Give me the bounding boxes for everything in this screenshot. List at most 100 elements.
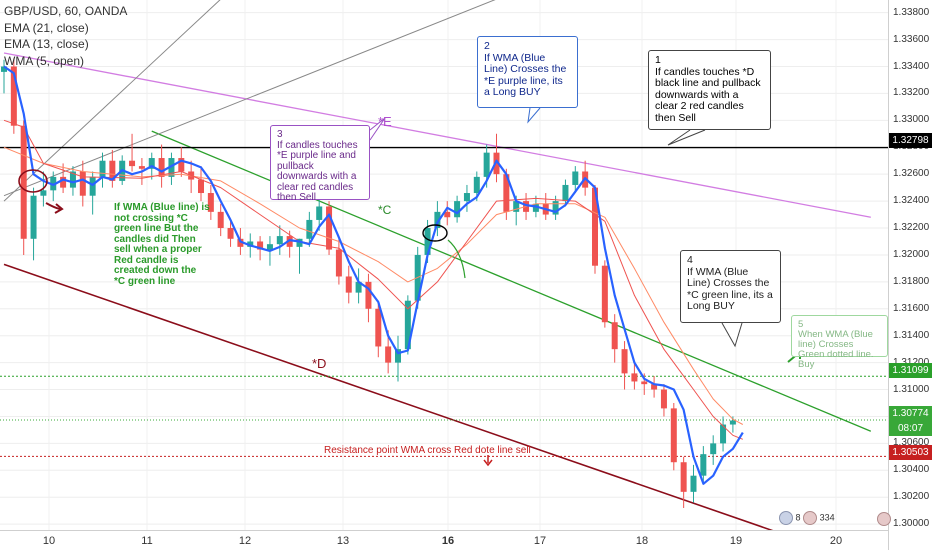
- label-e: *E: [378, 114, 392, 129]
- ema21-line: [3, 146, 744, 425]
- candle-body: [365, 281, 372, 309]
- callout-1-text: 1 If candles touches *D black line and p…: [655, 54, 761, 124]
- price-tick-label: 1.33400: [893, 60, 930, 72]
- candle-body: [395, 349, 401, 363]
- time-tick-label: 10: [42, 535, 56, 547]
- candle-body: [335, 249, 342, 277]
- candle-body: [493, 152, 500, 175]
- candle-body: [129, 160, 136, 167]
- candle-body: [296, 238, 303, 247]
- candle-body: [621, 349, 628, 374]
- candle-body: [286, 236, 293, 247]
- callout-5[interactable]: 5 When WMA (Blue line) Crosses Green dot…: [791, 315, 888, 370]
- price-tick-label: 1.31800: [893, 275, 930, 287]
- price-tick-label: 1.32400: [893, 195, 930, 207]
- candle-body: [513, 201, 520, 212]
- candle-body: [138, 166, 145, 169]
- candle-body: [601, 265, 608, 323]
- candle-body: [158, 158, 165, 177]
- candle-body: [198, 179, 204, 194]
- candle-body: [424, 228, 431, 255]
- resistance-note[interactable]: Resistance point WMA cross Red dote line…: [324, 445, 531, 456]
- candle-body: [562, 184, 569, 202]
- event-flag-icon-2: [803, 511, 818, 525]
- callout-3-text: 3 If candles touches *E purple line and …: [277, 129, 358, 203]
- candle-body: [473, 176, 480, 194]
- candle-body: [10, 66, 17, 126]
- candle-body: [444, 211, 451, 218]
- badge-red-dotted: 1.30503: [889, 445, 932, 460]
- price-tick-label: 1.32000: [893, 248, 930, 260]
- candle-body: [434, 211, 441, 229]
- candle-body: [503, 174, 510, 212]
- legend-symbol[interactable]: GBP/USD, 60, OANDA: [4, 4, 128, 18]
- economic-events[interactable]: 8 334: [779, 511, 835, 525]
- candle-body: [168, 158, 175, 177]
- candle-body: [276, 236, 283, 245]
- callout-1-tail: [667, 129, 706, 146]
- candle-body: [207, 193, 214, 212]
- candle-body: [651, 384, 658, 390]
- candle-body: [306, 219, 313, 239]
- callout-4-text: 4 If WMA (Blue Line) Crosses the *C gree…: [687, 254, 773, 312]
- candle-body: [69, 171, 76, 188]
- price-tick-label: 1.33200: [893, 87, 930, 99]
- label-c: *C: [378, 203, 392, 217]
- price-tick-label: 1.32600: [893, 168, 930, 180]
- legend-ema21[interactable]: EMA (21, close): [4, 20, 89, 35]
- candle-body: [680, 462, 687, 492]
- candle-body: [611, 322, 618, 350]
- candle-body: [266, 244, 273, 250]
- arrow-sell-head: [54, 203, 64, 214]
- candle-body: [20, 125, 27, 239]
- candle-body: [710, 443, 717, 455]
- marker-circle-c: [422, 224, 448, 242]
- candle-body: [670, 408, 677, 463]
- callout-3-tail: [369, 117, 386, 141]
- candle-body: [227, 228, 234, 239]
- badge-current-price: 1.30774: [889, 406, 932, 421]
- price-tick-label: 1.31200: [893, 357, 929, 368]
- callout-5-text: 5 When WMA (Blue line) Crosses Green dot…: [798, 319, 874, 370]
- candle-body: [316, 206, 323, 220]
- candle-body: [217, 211, 224, 229]
- price-tick-label: 1.30400: [893, 464, 930, 476]
- time-tick-label: 17: [533, 535, 547, 547]
- candle-body: [463, 193, 470, 202]
- trendline-gray-1: [3, 0, 496, 197]
- callout-3[interactable]: 3 If candles touches *E purple line and …: [270, 125, 370, 203]
- badge-green-dotted: 1.31099: [889, 363, 932, 378]
- badge-black-line: 1.32798: [889, 133, 932, 148]
- candle-body: [30, 195, 37, 239]
- candle-body: [40, 190, 47, 196]
- candle-body: [572, 171, 579, 185]
- candle-body: [178, 158, 185, 172]
- wma-line: [3, 65, 744, 485]
- candle-body: [148, 158, 155, 169]
- note-c-line-sell[interactable]: If WMA (Blue line) is not crossing *C gr…: [114, 202, 210, 287]
- price-tick-label: 1.30600: [893, 437, 930, 449]
- time-tick-label: 13: [336, 535, 350, 547]
- candle-body: [79, 171, 86, 196]
- candle-body: [641, 381, 648, 385]
- indicator-legend: GBP/USD, 60, OANDA EMA (21, close) EMA (…: [4, 3, 127, 69]
- callout-2[interactable]: 2 If WMA (Blue Line) Crosses the *E purp…: [477, 36, 578, 108]
- event-count-2: 334: [819, 512, 835, 523]
- price-tick-label: 1.30200: [893, 491, 930, 503]
- callout-4[interactable]: 4 If WMA (Blue Line) Crosses the *C gree…: [680, 250, 781, 323]
- candle-body: [454, 201, 461, 218]
- time-axis[interactable]: [0, 530, 888, 551]
- legend-wma5[interactable]: WMA (5, open): [4, 53, 85, 68]
- legend-ema13[interactable]: EMA (13, close): [4, 37, 89, 51]
- callout-1[interactable]: 1 If candles touches *D black line and p…: [648, 50, 771, 130]
- trendline-d-maroon: [3, 263, 846, 555]
- event-flag-icon-3[interactable]: [877, 512, 891, 526]
- candle-body: [631, 373, 638, 382]
- price-tick-label: 1.32200: [893, 222, 930, 234]
- price-tick-label: 1.31400: [893, 329, 930, 341]
- candle-body: [99, 160, 106, 177]
- trendline-e-purple: [3, 52, 871, 218]
- candle-body: [729, 420, 736, 425]
